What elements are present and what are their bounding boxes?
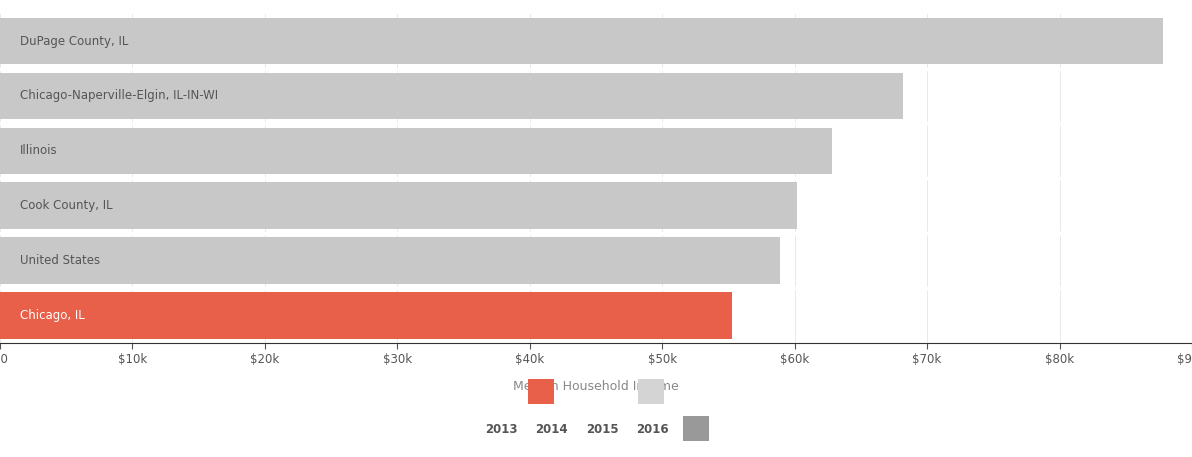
Bar (0, 73, 904, 119)
Text: Chicago-Naperville-Elgin, IL-IN-WI: Chicago-Naperville-Elgin, IL-IN-WI (20, 90, 218, 102)
Bar (0, 128, 832, 174)
Text: United States: United States (20, 254, 100, 267)
Text: 2016: 2016 (635, 424, 669, 436)
Text: 2013: 2013 (485, 424, 519, 436)
Bar (0, 18, 1163, 64)
Bar (0, 237, 780, 284)
Text: Illinois: Illinois (20, 144, 57, 157)
Text: Cook County, IL: Cook County, IL (20, 199, 112, 212)
Bar (0, 292, 732, 339)
Text: 2014: 2014 (535, 424, 569, 436)
Text: Chicago, IL: Chicago, IL (20, 309, 85, 322)
Text: 2015: 2015 (585, 424, 619, 436)
X-axis label: Median Household Income: Median Household Income (513, 380, 679, 393)
Bar (0, 182, 797, 229)
Text: DuPage County, IL: DuPage County, IL (20, 35, 129, 48)
